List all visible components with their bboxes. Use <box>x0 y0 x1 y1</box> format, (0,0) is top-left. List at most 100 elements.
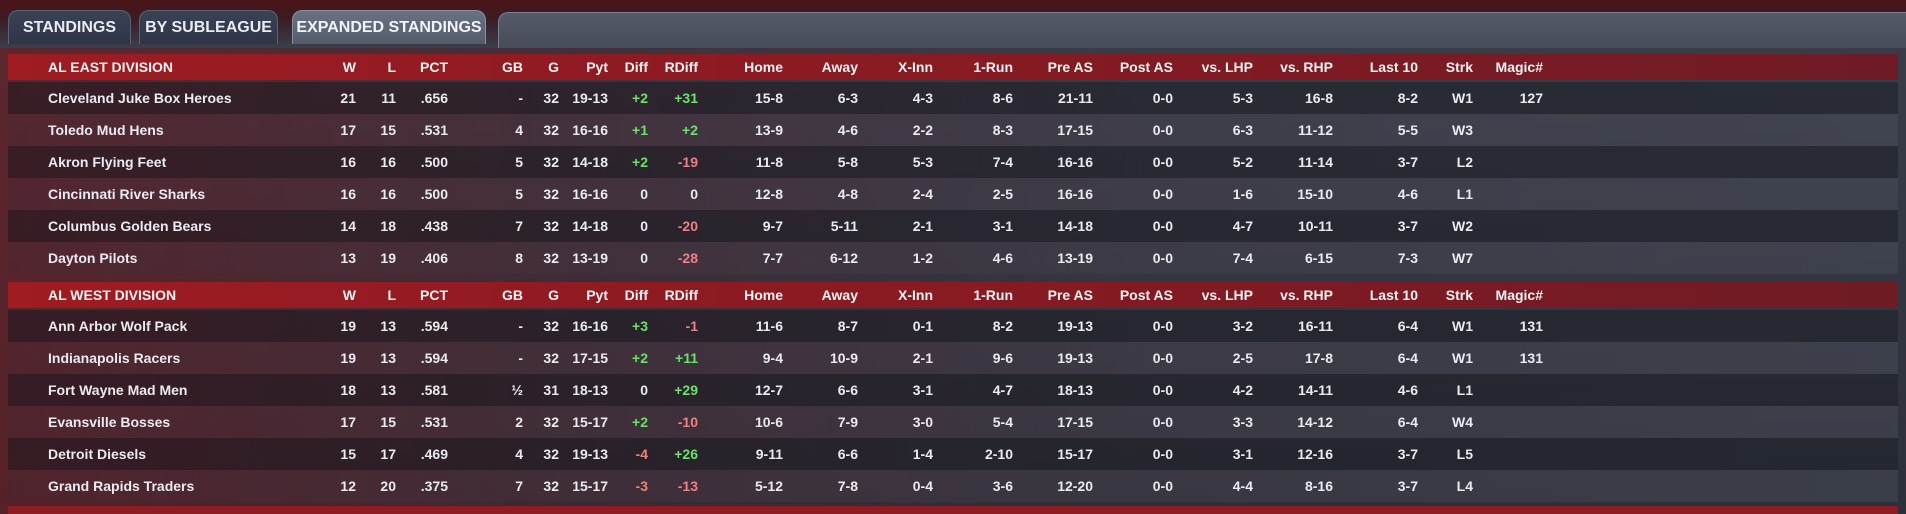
table-row[interactable]: Fort Wayne Mad Men 18 13 .581 ½ 31 18-13 0 +29 12… <box>8 374 1898 406</box>
column-header-home[interactable]: Home <box>744 59 783 75</box>
cell-post-as: 0-0 <box>1152 350 1173 366</box>
team-name[interactable]: Akron Flying Feet <box>48 154 167 170</box>
column-header-post-as[interactable]: Post AS <box>1119 59 1173 75</box>
cell-magic <box>1478 406 1543 438</box>
cell-magic <box>1478 146 1543 178</box>
cell-away: 4-8 <box>837 186 858 202</box>
cell-magic <box>1478 114 1543 146</box>
column-header-rdiff[interactable]: RDiff <box>664 287 698 303</box>
table-row[interactable]: Akron Flying Feet 16 16 .500 5 32 14-18 +2 -19 11… <box>8 146 1898 178</box>
cell-pyt: 15-17 <box>572 478 608 494</box>
team-name[interactable]: Toledo Mud Hens <box>48 122 164 138</box>
division-name[interactable]: AL WEST DIVISION <box>48 287 177 303</box>
cell-home: 13-9 <box>754 122 783 138</box>
team-name[interactable]: Indianapolis Racers <box>48 350 181 366</box>
column-header-rdiff[interactable]: RDiff <box>664 59 698 75</box>
column-header-pct[interactable]: PCT <box>420 59 448 75</box>
column-header-g[interactable]: G <box>548 59 559 75</box>
division-name[interactable]: AL EAST DIVISION <box>48 59 173 75</box>
column-header-diff[interactable]: Diff <box>624 287 648 303</box>
column-header-last-10[interactable]: Last 10 <box>1369 287 1418 303</box>
table-row[interactable]: Evansville Bosses 17 15 .531 2 32 15-17 +2 -10 10… <box>8 406 1898 438</box>
table-row[interactable]: Columbus Golden Bears 14 18 .438 7 32 14-18 0 -2… <box>8 210 1898 242</box>
tab-standings[interactable]: STANDINGS <box>8 10 131 44</box>
team-name[interactable]: Detroit Diesels <box>48 446 147 462</box>
column-header-1-run[interactable]: 1-Run <box>973 287 1013 303</box>
cell-pyt: 16-16 <box>572 122 608 138</box>
column-header-l[interactable]: L <box>387 287 396 303</box>
tab-by-subleague[interactable]: BY SUBLEAGUE <box>139 10 278 44</box>
column-header-strk[interactable]: Strk <box>1445 287 1473 303</box>
expanded-standings-table: AL EAST DIVISION W L PCT GB G Pyt Diff RDiff Home… <box>8 54 1898 514</box>
column-header-pyt[interactable]: Pyt <box>586 287 608 303</box>
table-row[interactable]: Indianapolis Racers 19 13 .594 - 32 17-15 +2 +11… <box>8 342 1898 374</box>
team-name[interactable]: Cincinnati River Sharks <box>48 186 206 202</box>
cell-away: 6-6 <box>837 382 858 398</box>
column-header-magic[interactable]: Magic# <box>1495 287 1543 303</box>
column-header-x-inn[interactable]: X-Inn <box>898 59 933 75</box>
column-header-strk[interactable]: Strk <box>1445 59 1473 75</box>
column-header-g[interactable]: G <box>548 287 559 303</box>
table-row[interactable]: Cincinnati River Sharks 16 16 .500 5 32 16-16 0… <box>8 178 1898 210</box>
team-name[interactable]: Evansville Bosses <box>48 414 171 430</box>
column-header-magic[interactable]: Magic# <box>1495 59 1543 75</box>
cell-g: 32 <box>543 318 559 334</box>
cell-pre-as: 18-13 <box>1057 382 1093 398</box>
cell-magic <box>1478 242 1543 274</box>
cell-away: 5-8 <box>837 154 858 170</box>
column-header-last-10[interactable]: Last 10 <box>1369 59 1418 75</box>
table-row[interactable]: Dayton Pilots 13 19 .406 8 32 13-19 0 -28 7-7 6-12… <box>8 242 1898 274</box>
cell-home: 10-6 <box>754 414 783 430</box>
column-header-vs-rhp[interactable]: vs. RHP <box>1280 287 1333 303</box>
team-name[interactable]: Cleveland Juke Box Heroes <box>48 90 232 106</box>
column-header-vs-lhp[interactable]: vs. LHP <box>1201 59 1253 75</box>
cell-last-10: 7-3 <box>1397 250 1418 266</box>
cell-pre-as: 16-16 <box>1057 186 1093 202</box>
column-header-post-as[interactable]: Post AS <box>1119 287 1173 303</box>
column-header-away[interactable]: Away <box>821 287 858 303</box>
cell-gb: - <box>518 90 523 106</box>
table-row[interactable]: Detroit Diesels 15 17 .469 4 32 19-13 -4 +26 9-11… <box>8 438 1898 470</box>
cell-w: 12 <box>340 478 356 494</box>
column-header-w[interactable]: W <box>342 287 356 303</box>
column-header-pct[interactable]: PCT <box>420 287 448 303</box>
cell-gb: 4 <box>515 446 523 462</box>
team-name[interactable]: Dayton Pilots <box>48 250 138 266</box>
cell-pre-as: 17-15 <box>1057 122 1093 138</box>
column-header-home[interactable]: Home <box>744 287 783 303</box>
team-name[interactable]: Grand Rapids Traders <box>48 478 195 494</box>
team-name[interactable]: Fort Wayne Mad Men <box>48 382 188 398</box>
column-header-away[interactable]: Away <box>821 59 858 75</box>
column-header-diff[interactable]: Diff <box>624 59 648 75</box>
cell-rdiff: -20 <box>677 218 698 234</box>
team-name[interactable]: Ann Arbor Wolf Pack <box>48 318 188 334</box>
cell-last-10: 6-4 <box>1397 414 1418 430</box>
column-header-1-run[interactable]: 1-Run <box>973 59 1013 75</box>
team-name[interactable]: Columbus Golden Bears <box>48 218 212 234</box>
cell-l: 13 <box>380 382 396 398</box>
cell-strk: W1 <box>1452 318 1473 334</box>
column-header-vs-rhp[interactable]: vs. RHP <box>1280 59 1333 75</box>
table-row[interactable]: Cleveland Juke Box Heroes 21 11 .656 - 32 19-1… <box>8 82 1898 114</box>
column-header-vs-lhp[interactable]: vs. LHP <box>1201 287 1253 303</box>
cell-g: 32 <box>543 218 559 234</box>
column-header-l[interactable]: L <box>387 59 396 75</box>
column-header-gb[interactable]: GB <box>502 59 523 75</box>
column-header-w[interactable]: W <box>342 59 356 75</box>
cell-last-10: 4-6 <box>1397 186 1418 202</box>
table-row[interactable]: Grand Rapids Traders 12 20 .375 7 32 15-17 -3 -1… <box>8 470 1898 502</box>
cell-away: 5-11 <box>830 218 858 234</box>
table-row[interactable]: Ann Arbor Wolf Pack 19 13 .594 - 32 16-16 +3 -1 1… <box>8 310 1898 342</box>
column-header-pyt[interactable]: Pyt <box>586 59 608 75</box>
cell-pre-as: 19-13 <box>1057 350 1093 366</box>
cell-vs-rhp: 16-8 <box>1304 90 1333 106</box>
column-header-gb[interactable]: GB <box>502 287 523 303</box>
column-header-pre-as[interactable]: Pre AS <box>1047 287 1093 303</box>
table-row[interactable]: Toledo Mud Hens 17 15 .531 4 32 16-16 +1 +2 13-9 4… <box>8 114 1898 146</box>
tab-expanded-standings[interactable]: EXPANDED STANDINGS <box>292 10 486 44</box>
column-header-x-inn[interactable]: X-Inn <box>898 287 933 303</box>
cell-away: 7-8 <box>837 478 858 494</box>
cell-last-10: 3-7 <box>1397 478 1418 494</box>
column-header-pre-as[interactable]: Pre AS <box>1047 59 1093 75</box>
cell-diff: 0 <box>640 186 648 202</box>
